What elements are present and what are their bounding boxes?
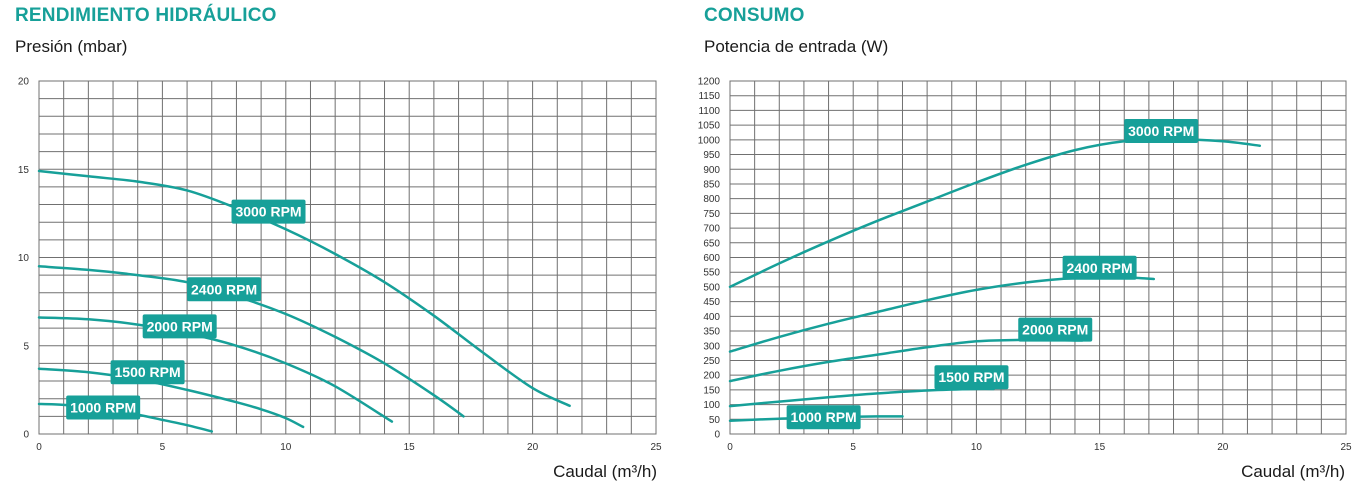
series-label-badge	[66, 395, 141, 420]
series-label-1500-rpm: 1500 RPM	[110, 360, 185, 385]
y-tick-label: 100	[703, 400, 720, 411]
x-tick-label: 0	[36, 442, 42, 453]
series-label-text: 2400 RPM	[191, 281, 257, 297]
y-tick-label: 0	[714, 430, 720, 441]
series-label-text: 2400 RPM	[1067, 260, 1133, 276]
series-label-2400-rpm: 2400 RPM	[187, 277, 262, 302]
y-tick-label: 5	[23, 341, 29, 352]
y-tick-label: 800	[703, 194, 720, 205]
y-tick-label: 50	[709, 415, 721, 426]
series-label-text: 2000 RPM	[1022, 322, 1088, 338]
series-label-badge	[142, 314, 217, 339]
y-tick-label: 300	[703, 341, 720, 352]
y-tick-label: 1100	[698, 106, 720, 117]
series-label-text: 1500 RPM	[115, 364, 181, 380]
x-tick-label: 25	[1340, 442, 1352, 453]
chart-title: RENDIMIENTO HIDRÁULICO	[15, 5, 277, 26]
x-axis-title: Caudal (m³/h)	[1241, 462, 1345, 481]
x-tick-label: 15	[404, 442, 416, 453]
series-label-2000-rpm: 2000 RPM	[1018, 317, 1093, 342]
y-tick-label: 400	[703, 312, 720, 323]
series-line-1500-rpm	[728, 387, 995, 408]
series-label-1000-rpm: 1000 RPM	[786, 405, 861, 430]
y-tick-label: 350	[703, 327, 720, 338]
x-tick-label: 0	[727, 442, 733, 453]
plot-frame	[38, 80, 657, 435]
series-label-text: 2000 RPM	[147, 318, 213, 334]
chart-title: CONSUMO	[704, 5, 805, 26]
y-tick-label: 200	[703, 371, 720, 382]
series-label-2400-rpm: 2400 RPM	[1062, 255, 1137, 280]
series-label-badge	[110, 360, 185, 385]
x-tick-label: 15	[1094, 442, 1106, 453]
series-label-badge	[1062, 255, 1137, 280]
chart-panel-hydraulic: RENDIMIENTO HIDRÁULICO Presión (mbar) Ca…	[15, 5, 662, 481]
series-label-badge	[1018, 317, 1093, 342]
plot-frame	[729, 80, 1347, 435]
y-tick-label: 1200	[698, 77, 721, 88]
series-label-text: 1000 RPM	[70, 400, 136, 416]
series-label-badge	[231, 199, 306, 224]
y-tick-label: 750	[703, 209, 720, 220]
y-tick-label: 0	[23, 430, 29, 441]
series-line-2400-rpm	[37, 265, 465, 418]
series-label-badge	[1124, 119, 1199, 144]
y-tick-label: 950	[703, 150, 720, 161]
y-tick-label: 1050	[698, 121, 721, 132]
series-line-1500-rpm	[37, 367, 305, 429]
series-label-badge	[786, 405, 861, 430]
x-axis-title: Caudal (m³/h)	[553, 462, 657, 481]
y-tick-label: 1000	[698, 135, 721, 146]
series-line-3000-rpm	[37, 169, 571, 408]
y-axis-title: Potencia de entrada (W)	[704, 37, 889, 56]
series-label-text: 3000 RPM	[1128, 123, 1194, 139]
y-tick-label: 15	[18, 165, 30, 176]
y-tick-label: 20	[18, 77, 30, 88]
x-tick-label: 25	[650, 442, 662, 453]
x-tick-label: 5	[160, 442, 166, 453]
series-label-3000-rpm: 3000 RPM	[1124, 119, 1199, 144]
x-tick-label: 5	[850, 442, 856, 453]
series-label-text: 1000 RPM	[791, 409, 857, 425]
y-tick-label: 700	[703, 224, 720, 235]
y-tick-label: 900	[703, 165, 720, 176]
y-tick-label: 500	[703, 282, 720, 293]
series-line-2000-rpm	[37, 316, 394, 423]
hydraulic-chart: 0 5 10 15 20 25 0 5 10 15 20 3000 RPM 2400 RPM 2000 R…	[18, 77, 662, 454]
series-label-1500-rpm: 1500 RPM	[934, 365, 1009, 390]
x-tick-label: 10	[280, 442, 292, 453]
x-tick-label: 20	[1217, 442, 1229, 453]
y-tick-label: 650	[703, 238, 720, 249]
series-label-badge	[934, 365, 1009, 390]
series-label-3000-rpm: 3000 RPM	[231, 199, 306, 224]
series-label-2000-rpm: 2000 RPM	[142, 314, 217, 339]
y-tick-label: 150	[703, 385, 720, 396]
y-tick-label: 450	[703, 297, 720, 308]
series-label-text: 1500 RPM	[938, 369, 1004, 385]
y-tick-label: 10	[18, 253, 30, 264]
series-label-badge	[187, 277, 262, 302]
y-axis-title: Presión (mbar)	[15, 37, 128, 56]
grid	[730, 81, 1346, 434]
x-tick-label: 10	[971, 442, 983, 453]
y-tick-label: 600	[703, 253, 720, 264]
series-label-text: 3000 RPM	[235, 204, 301, 220]
consumption-chart: 0 5 10 15 20 25050100150200250300350400450500…	[698, 77, 1352, 454]
series-label-1000-rpm: 1000 RPM	[66, 395, 141, 420]
x-tick-label: 20	[527, 442, 539, 453]
y-tick-label: 550	[703, 268, 720, 279]
y-tick-label: 1150	[698, 91, 720, 102]
y-tick-label: 250	[703, 356, 720, 367]
chart-panel-consumption: CONSUMO Potencia de entrada (W) Caudal (…	[690, 0, 1357, 499]
y-tick-label: 850	[703, 179, 720, 190]
